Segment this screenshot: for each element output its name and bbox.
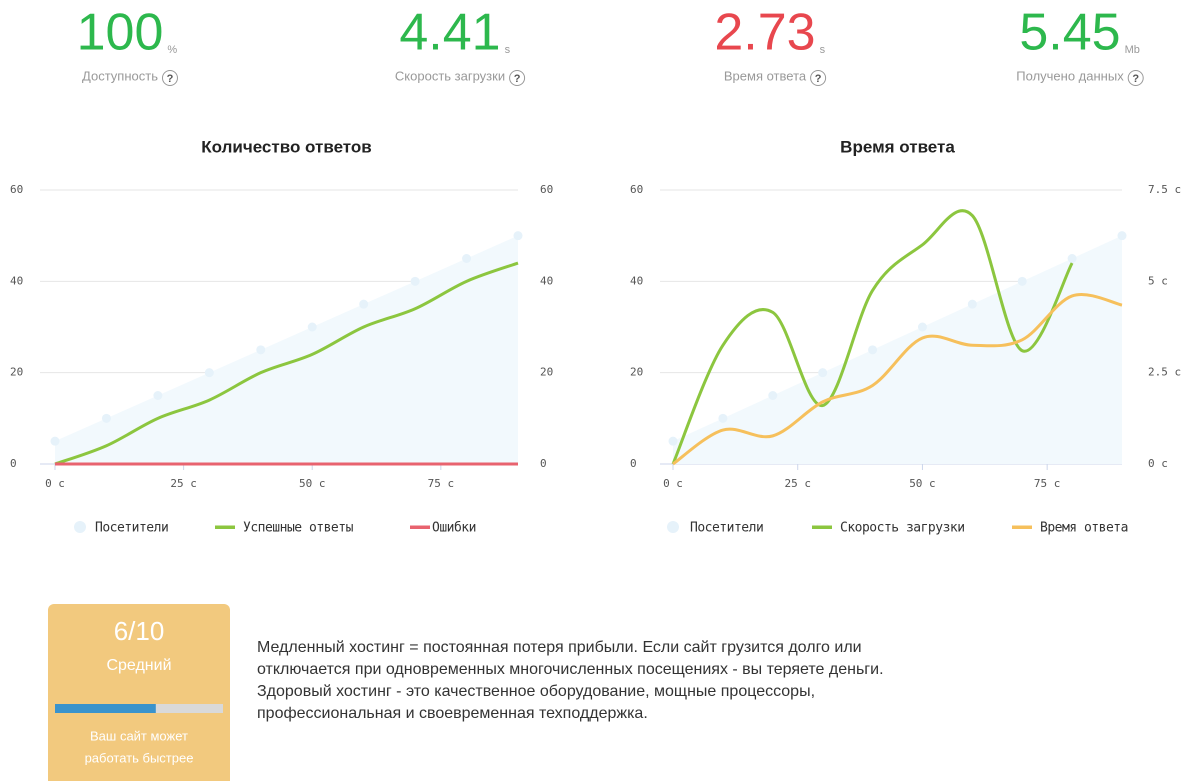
point <box>868 345 878 355</box>
point <box>1117 231 1127 241</box>
line <box>672 293 1123 466</box>
help-icon <box>161 70 178 86</box>
help-icon-label: ? <box>1132 73 1139 85</box>
x-tick-label: 50 c <box>299 477 326 490</box>
y2-tick-label: 7.5 c <box>1148 183 1181 196</box>
metric-label: Доступность <box>82 68 158 83</box>
point <box>1017 276 1027 286</box>
score-rating: Средний <box>106 657 171 674</box>
metric-unit: % <box>167 44 177 56</box>
legend-label: Посетители <box>690 521 763 536</box>
point <box>153 391 163 400</box>
point <box>668 436 678 446</box>
y2-tick-label: 5 c <box>1148 274 1168 287</box>
progress-bar <box>55 704 156 713</box>
metric-label: Время ответа <box>724 68 807 83</box>
paragraph-line: отключается при одновременных многочисле… <box>257 661 884 678</box>
area <box>55 235 518 464</box>
legend-label: Время ответа <box>1040 521 1128 536</box>
point <box>256 345 266 355</box>
point <box>101 413 111 423</box>
point <box>410 276 420 286</box>
score-hint: Ваш сайт может <box>90 728 188 743</box>
legend-label: Посетители <box>95 521 168 536</box>
point <box>718 413 728 423</box>
legend-label: Успешные ответы <box>243 521 354 536</box>
y2-tick-label: 60 <box>540 183 553 196</box>
line <box>671 209 1074 465</box>
help-icon-label: ? <box>815 73 822 85</box>
help-icon <box>1127 70 1144 86</box>
legend-label: Скорость загрузки <box>840 521 965 536</box>
point <box>204 368 214 378</box>
point <box>818 368 828 378</box>
y2-tick-label: 20 <box>540 366 553 379</box>
chart-title: Количество ответов <box>201 137 371 156</box>
metric-value: 4.41 <box>399 4 500 62</box>
score-card <box>48 604 230 781</box>
x-tick-label: 75 c <box>1034 477 1061 490</box>
point <box>967 299 977 309</box>
y2-tick-label: 2.5 c <box>1148 366 1181 379</box>
point <box>462 254 472 263</box>
chart-title: Время ответа <box>840 137 955 156</box>
y-tick-label: 0 <box>630 457 637 470</box>
point <box>359 299 369 309</box>
metric-value: 5.45 <box>1019 4 1120 62</box>
point <box>50 436 60 446</box>
point <box>513 231 523 241</box>
y2-tick-label: 0 <box>540 457 547 470</box>
y-tick-label: 40 <box>630 274 643 287</box>
help-icon-label: ? <box>167 73 174 85</box>
point <box>307 322 317 332</box>
help-icon-label: ? <box>514 73 521 85</box>
legend-marker <box>1012 525 1032 529</box>
legend-marker <box>667 521 679 533</box>
y-tick-label: 60 <box>630 183 643 196</box>
metric-unit: s <box>820 44 826 56</box>
y-tick-label: 0 <box>10 457 17 470</box>
x-tick-label: 25 c <box>170 477 197 490</box>
x-tick-label: 50 c <box>909 477 936 490</box>
area <box>673 235 1122 464</box>
point <box>1067 254 1077 263</box>
y-tick-label: 20 <box>10 366 23 379</box>
paragraph-line: Здоровый хостинг - это качественное обор… <box>257 683 815 700</box>
legend-marker <box>74 521 86 533</box>
x-tick-label: 75 c <box>428 477 455 490</box>
x-tick-label: 0 c <box>45 477 65 490</box>
line <box>54 261 519 466</box>
y2-tick-label: 0 c <box>1148 457 1168 470</box>
x-tick-label: 0 c <box>663 477 683 490</box>
x-tick-label: 25 c <box>784 477 811 490</box>
metric-value: 100 <box>77 4 164 62</box>
metric-label: Получено данных <box>1016 68 1124 83</box>
legend-marker <box>410 525 430 529</box>
legend-marker <box>215 525 235 529</box>
paragraph-line: профессиональная и своевременная техподд… <box>257 705 648 722</box>
legend-marker <box>812 525 832 529</box>
y-tick-label: 60 <box>10 183 23 196</box>
y2-tick-label: 40 <box>540 274 553 287</box>
point <box>917 322 927 332</box>
paragraph-line: Медленный хостинг = постоянная потеря пр… <box>257 639 862 656</box>
metric-label: Скорость загрузки <box>395 68 505 83</box>
score-hint: работать быстрее <box>85 750 194 765</box>
y-tick-label: 40 <box>10 274 23 287</box>
metric-value: 2.73 <box>714 4 815 62</box>
legend-label: Ошибки <box>432 521 476 536</box>
metric-unit: s <box>505 44 511 56</box>
metric-unit: Mb <box>1125 44 1140 56</box>
help-icon <box>509 70 526 86</box>
point <box>768 391 778 400</box>
y-tick-label: 20 <box>630 366 643 379</box>
score-label: 6/10 <box>114 616 165 646</box>
help-icon <box>810 70 827 86</box>
